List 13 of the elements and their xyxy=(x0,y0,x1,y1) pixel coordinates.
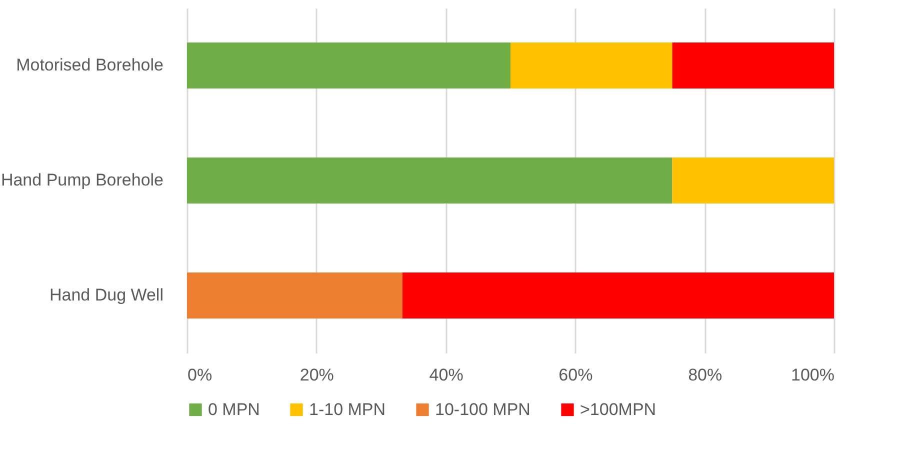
legend-label: >100MPN xyxy=(580,400,656,419)
x-tick-label: 40% xyxy=(429,366,464,384)
x-tick-label: 0% xyxy=(188,366,212,384)
y-tick-label: Hand Dug Well xyxy=(49,286,164,304)
x-tick-label: 80% xyxy=(688,366,722,384)
legend-label: 1-10 MPN xyxy=(309,400,386,419)
legend-label: 0 MPN xyxy=(208,400,260,419)
x-tick-label: 100% xyxy=(791,366,834,384)
legend-label: 10-100 MPN xyxy=(435,400,530,419)
y-tick-label: Motorised Borehole xyxy=(16,56,164,74)
y-tick-label: Hand Pump Borehole xyxy=(0,170,164,190)
x-tick-label: 20% xyxy=(300,366,334,384)
x-tick-label: 60% xyxy=(558,366,593,384)
